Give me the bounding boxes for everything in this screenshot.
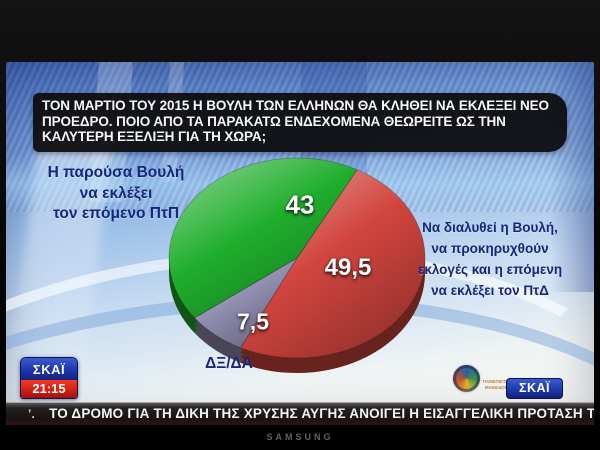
skai-corner-badge: ΣΚΑΪ: [506, 378, 563, 399]
question-banner: ΤΟΝ ΜΑΡΤΙΟ ΤΟΥ 2015 Η ΒΟΥΛΗ ΤΩΝ ΕΛΛΗΝΩΝ …: [33, 93, 567, 152]
skai-logo: ΣΚΑΪ: [21, 358, 77, 380]
pie-chart: [168, 157, 426, 373]
ticker-separator: ’.: [28, 407, 36, 421]
question-text: ΤΟΝ ΜΑΡΤΙΟ ΤΟΥ 2015 Η ΒΟΥΛΗ ΤΩΝ ΕΛΛΗΝΩΝ …: [42, 98, 549, 145]
university-emblem-icon: [453, 365, 480, 392]
ticker-headline: ΤΟ ΔΡΟΜΟ ΓΙΑ ΤΗ ΔΙΚΗ ΤΗΣ ΧΡΥΣΗΣ ΑΥΓΗΣ ΑΝ…: [49, 406, 594, 421]
news-ticker: ’. ΤΟ ΔΡΟΜΟ ΓΙΑ ΤΗ ΔΙΚΗ ΤΗΣ ΧΡΥΣΗΣ ΑΥΓΗΣ …: [6, 402, 594, 425]
pie-value-label: 7,5: [237, 308, 269, 335]
university-name: ΠΑΝΕΠΙΣΤΗΜΙΟ ΜΑΚΕΔΟΝΙΑΣ: [482, 379, 518, 390]
broadcast-screen: ΤΟΝ ΜΑΡΤΙΟ ΤΟΥ 2015 Η ΒΟΥΛΗ ΤΩΝ ΕΛΛΗΝΩΝ …: [6, 62, 594, 425]
clock: 21:15: [21, 380, 77, 398]
pie-label-right: Να διαλυθεί η Βουλή, να προκηρυχθούν εκλ…: [417, 220, 563, 298]
pie-value-label: 43: [285, 189, 315, 220]
pie-value-label: 49,5: [324, 254, 372, 281]
tv-brand-label: SAMSUNG: [266, 432, 334, 442]
pie-label-left: Η παρούσα Βουλή να εκλέξει τον επόμενο Π…: [47, 164, 185, 223]
pie-label-dont-know: ΔΞ/ΔΑ: [205, 355, 253, 372]
channel-logo-block: ΣΚΑΪ 21:15: [20, 357, 78, 399]
